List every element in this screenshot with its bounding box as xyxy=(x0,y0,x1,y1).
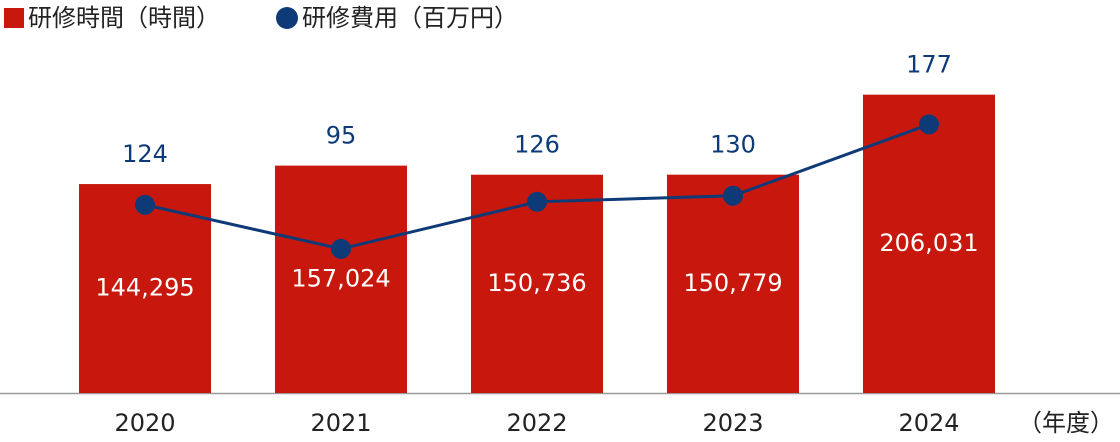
line-point xyxy=(331,238,351,259)
line-value-label: 130 xyxy=(710,131,756,159)
x-axis-label: （年度） xyxy=(1018,409,1114,437)
x-tick-label: 2024 xyxy=(898,409,959,437)
bar xyxy=(863,94,995,393)
legend-label: 研修時間（時間） xyxy=(28,4,220,32)
legend-label: 研修費用（百万円） xyxy=(302,4,518,32)
line-value-label: 124 xyxy=(122,140,168,168)
bar-value-label: 157,024 xyxy=(291,264,390,292)
bar xyxy=(667,174,799,393)
legend-swatch xyxy=(276,7,298,29)
line-point xyxy=(135,194,155,215)
line-value-label: 177 xyxy=(906,51,952,79)
x-tick-label: 2022 xyxy=(506,409,567,437)
x-tick-label: 2020 xyxy=(114,409,175,437)
x-tick-label: 2021 xyxy=(310,409,371,437)
line-point xyxy=(723,185,743,206)
line-point xyxy=(919,114,939,135)
bar-value-label: 144,295 xyxy=(95,274,194,302)
bar-value-label: 206,031 xyxy=(879,229,978,257)
legend-swatch xyxy=(4,8,24,28)
bar-value-label: 150,736 xyxy=(487,269,586,297)
bar xyxy=(275,165,407,393)
line-value-label: 95 xyxy=(326,122,357,150)
bar xyxy=(79,184,211,393)
x-tick-label: 2023 xyxy=(702,409,763,437)
line-value-label: 126 xyxy=(514,131,560,159)
line-point xyxy=(527,191,547,212)
bar-value-label: 150,779 xyxy=(683,269,782,297)
